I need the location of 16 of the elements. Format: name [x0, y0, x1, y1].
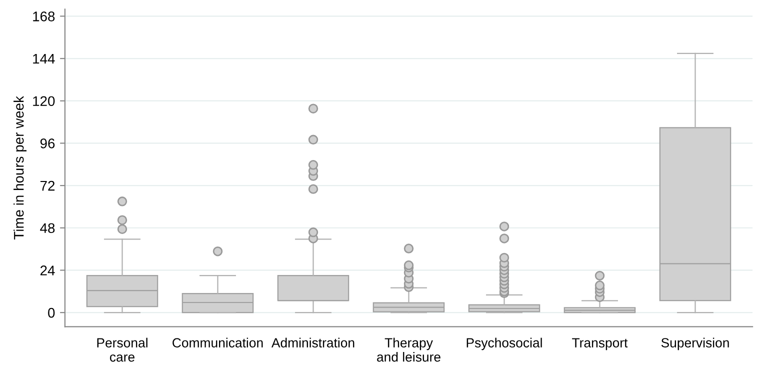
y-tick-label: 120	[33, 96, 55, 106]
y-axis-title: Time in hours per week	[14, 96, 26, 240]
y-tick-label: 72	[40, 180, 55, 191]
y-tick-label: 24	[40, 266, 55, 276]
y-tick-label: 168	[33, 12, 55, 22]
y-tick-label: 144	[33, 54, 55, 64]
x-tick-label: Therapy and leisure	[377, 338, 440, 362]
x-tick-label: Supervision	[661, 338, 729, 350]
x-tick-label: Psychosocial	[466, 338, 542, 350]
y-tick-label: 96	[40, 138, 55, 148]
x-tick-label: Transport	[572, 338, 628, 350]
x-tick-label: Personal care	[97, 338, 148, 362]
y-tick-label: 48	[40, 223, 55, 234]
y-tick-label: 0	[48, 308, 55, 318]
x-tick-label: Administration	[271, 338, 354, 348]
x-tick-label: Communication	[172, 338, 263, 348]
